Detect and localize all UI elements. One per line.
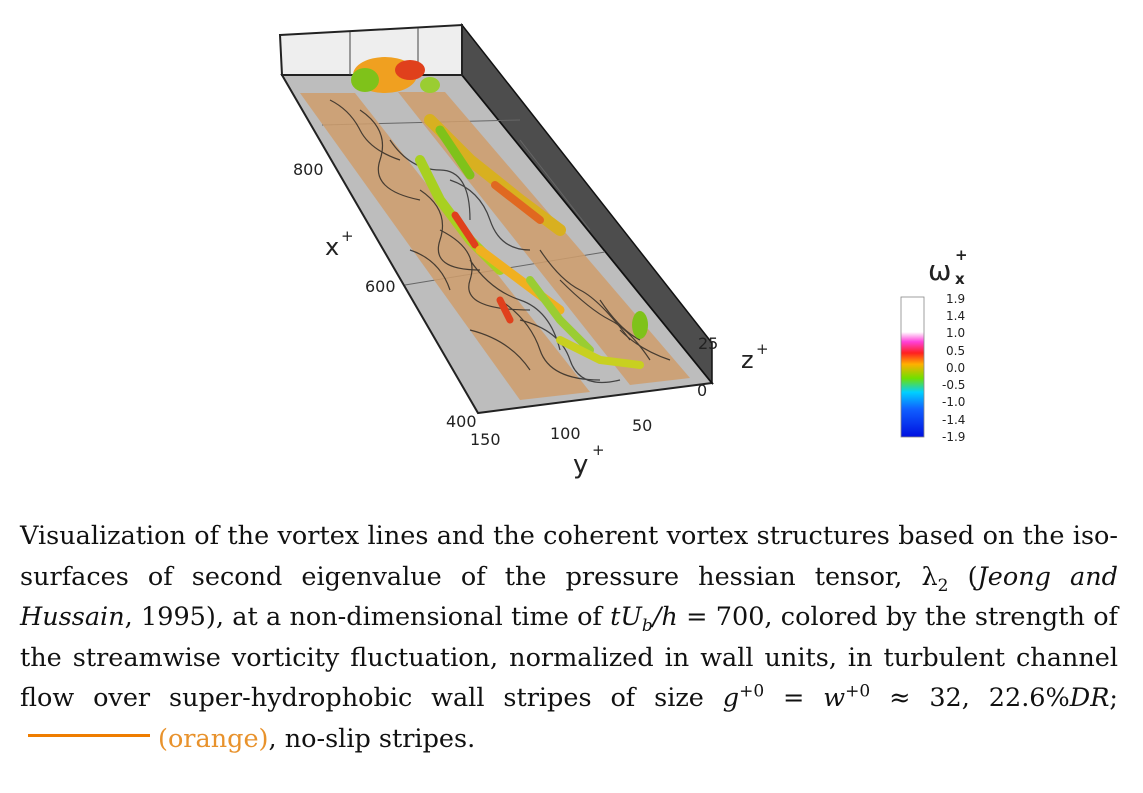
caption-semi: ;: [1109, 683, 1119, 713]
colorbar-level: -1.0: [942, 395, 965, 409]
caption-eq: =: [764, 683, 824, 713]
colorbar-level: -0.5: [942, 378, 965, 392]
caption-orange: (orange): [158, 723, 269, 754]
colorbar-level: 1.9: [946, 292, 965, 306]
caption-g: g: [722, 683, 740, 713]
caption-w-sup: +0: [845, 681, 871, 702]
colorbar-level: -1.9: [942, 430, 965, 444]
colorbar-level: 1.0: [946, 326, 965, 340]
x-tick: 400: [446, 412, 477, 431]
y-axis-label-sup: +: [592, 441, 605, 459]
caption-time-sub: b: [641, 616, 653, 637]
x-axis-label: x: [325, 233, 339, 261]
colorbar-scale: [900, 296, 925, 438]
z-tick: 0: [697, 381, 707, 400]
caption-ref-year: , 1995), at a non-dimensional time of: [124, 602, 611, 632]
x-axis-label-sup: +: [341, 227, 354, 245]
vortex-lines: [329, 99, 671, 384]
vortex-blob: [632, 311, 648, 339]
caption-time-h: /h: [652, 602, 678, 632]
caption-time-eq: = 700, colored by the strength of the st…: [20, 602, 1118, 713]
caption-w: w: [823, 683, 846, 713]
vortex-tube: [556, 336, 644, 369]
colorbar-level: -1.4: [942, 413, 965, 427]
colorbar-level: 1.4: [946, 309, 965, 323]
colorbar-level: 0.5: [946, 344, 965, 358]
colorbar-level: 0.0: [946, 361, 965, 375]
stripe-1: [300, 93, 590, 400]
lambda-subscript: 2: [937, 575, 949, 596]
vortex-blob: [420, 77, 440, 93]
y-tick: 50: [632, 416, 652, 435]
x-tick: 600: [365, 277, 396, 296]
x-axis: 800 600 400 x +: [293, 160, 477, 431]
vortex-structures: [351, 57, 648, 369]
vortex-tube: [496, 296, 514, 324]
z-tick: 25: [698, 334, 718, 353]
y-axis: 150 100 50 y +: [470, 416, 652, 480]
vortex-tube: [526, 276, 594, 354]
colorbar-title-sup: +: [955, 246, 968, 264]
orange-legend-line: [28, 734, 150, 737]
vortex-tube: [451, 211, 479, 249]
vortex-blob: [351, 68, 379, 92]
caption-ref-authors: Jeong and Hussain: [20, 561, 1118, 633]
caption-tail: , no-slip stripes.: [268, 723, 476, 754]
colorbar-title-sub: x: [955, 270, 965, 288]
z-axis-label-sup: +: [756, 340, 769, 358]
channel-flow-figure: 800 600 400 x + 150 100 50 y + 25 0 z +: [278, 22, 968, 480]
caption-dr: DR: [1069, 683, 1110, 713]
caption-time-t: tU: [610, 602, 642, 632]
caption-text: Visualization of the vortex lines and th…: [20, 521, 1118, 592]
caption-ref-open: (: [948, 561, 978, 592]
z-axis: 25 0 z +: [697, 334, 769, 400]
figure-caption: Visualization of the vortex lines and th…: [20, 516, 1118, 759]
y-tick: 100: [550, 424, 581, 443]
x-tick: 800: [293, 160, 324, 179]
vortex-tube: [435, 125, 475, 180]
y-tick: 150: [470, 430, 501, 449]
y-axis-label: y: [573, 450, 588, 480]
colorbar: ω + x 1.9 1.4 1.0 0.5 0.0 -0.5 -1.0 -1.4…: [900, 246, 968, 444]
vortex-tube: [491, 181, 544, 224]
caption-approx: ≈ 32, 22.6%: [870, 683, 1070, 713]
z-axis-label: z: [741, 346, 754, 374]
colorbar-title: ω: [928, 254, 951, 287]
caption-g-sup: +0: [739, 681, 765, 702]
vortex-blob: [395, 60, 425, 80]
